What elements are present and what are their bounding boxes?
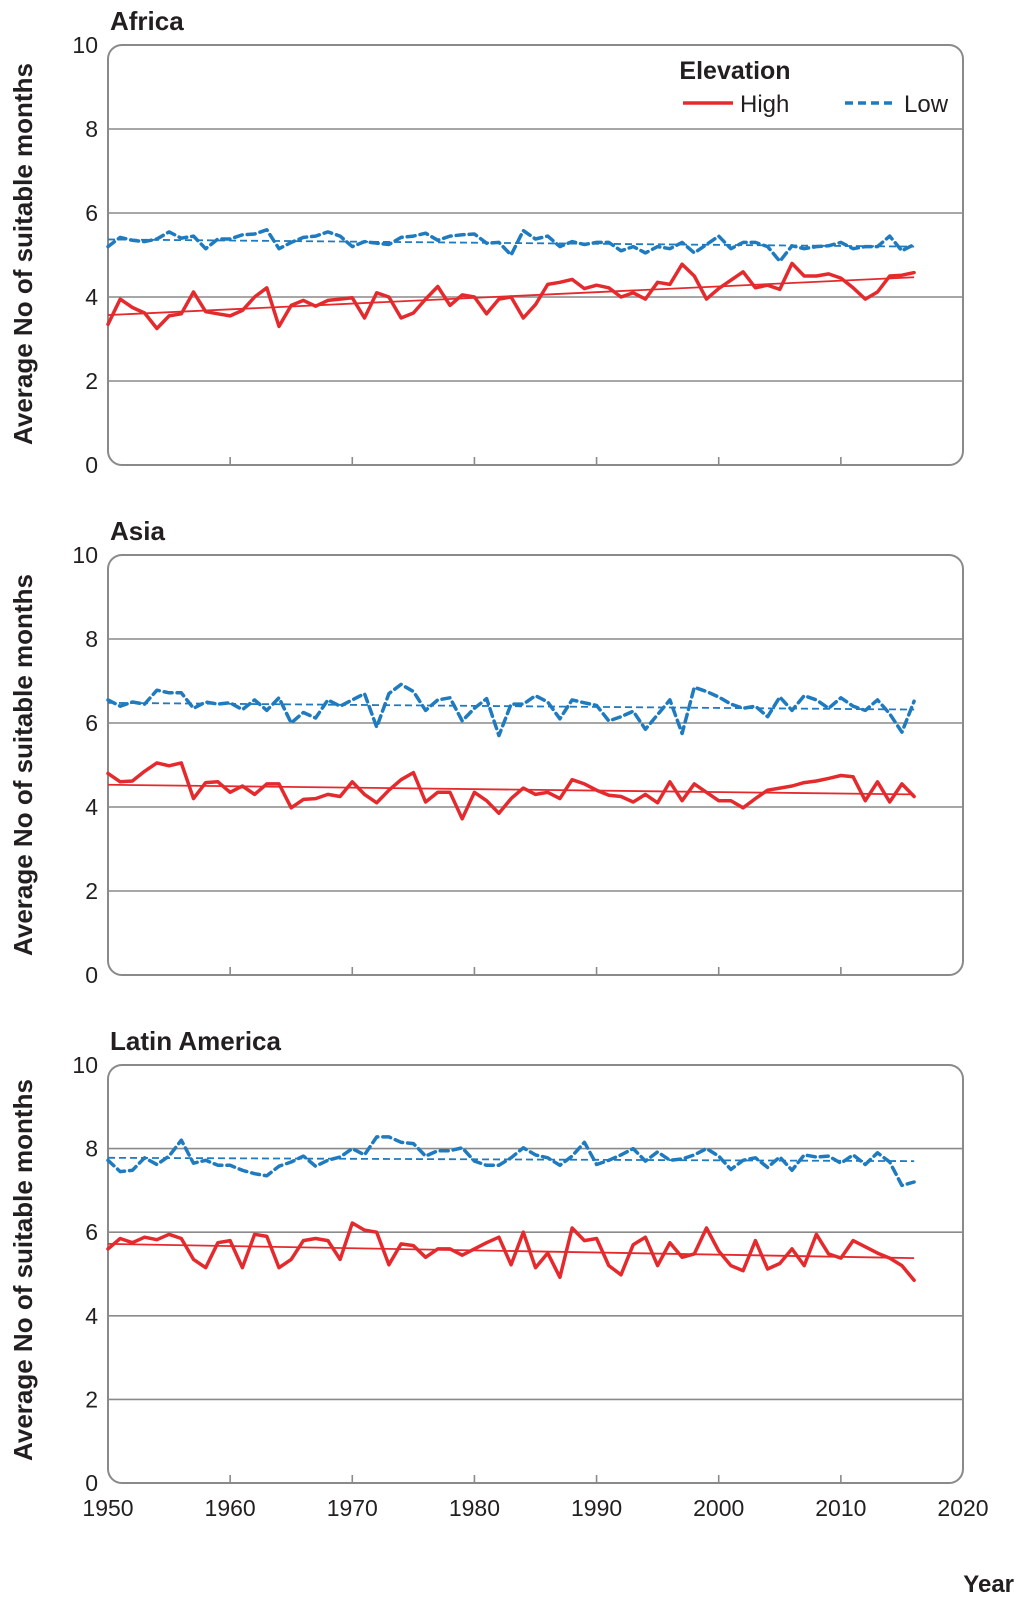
legend-label-high: High <box>740 91 789 118</box>
y-axis-label: Average No of suitable months <box>8 1079 38 1461</box>
trend-line-low <box>107 238 915 248</box>
panel-title: Latin America <box>110 1026 282 1056</box>
y-tick-label: 0 <box>85 452 98 478</box>
y-tick-label: 10 <box>72 32 98 58</box>
panel-title: Africa <box>110 6 184 36</box>
x-tick-label: 1950 <box>82 1495 133 1521</box>
x-tick-label: 1960 <box>205 1495 256 1521</box>
series-line-low <box>106 228 916 264</box>
trend-line-high <box>107 1243 915 1260</box>
panel-latin-america: Latin America 0 2 4 6 8 10 Average No of suit… <box>8 1026 1014 1598</box>
series-line-low <box>106 682 916 738</box>
y-tick-label: 4 <box>85 1303 98 1329</box>
y-tick-label: 2 <box>85 368 98 394</box>
series-line-high <box>106 1221 916 1283</box>
x-tick-label: 2010 <box>815 1495 866 1521</box>
y-tick-label: 0 <box>85 1470 98 1496</box>
y-tick-label: 10 <box>72 1052 98 1078</box>
y-tick-label: 8 <box>85 116 98 142</box>
x-tick-label: 2020 <box>937 1495 988 1521</box>
y-tick-label: 6 <box>85 710 98 736</box>
series-line-low <box>106 1135 916 1188</box>
x-tick-label: 2000 <box>693 1495 744 1521</box>
panel-africa: Africa 0 2 4 6 8 10 Average No of suitable mo… <box>8 6 964 478</box>
plot-frame <box>107 1064 964 1484</box>
x-axis-label: Year <box>963 1571 1014 1598</box>
y-tick-label: 4 <box>85 794 98 820</box>
panel-asia: Asia 0 2 4 6 8 10 Average No of suitable mont… <box>8 516 964 988</box>
legend-label-low: Low <box>904 91 949 118</box>
series-line-high <box>106 261 916 331</box>
x-tick-label: 1990 <box>571 1495 622 1521</box>
panel-title: Asia <box>110 516 165 546</box>
y-tick-label: 0 <box>85 962 98 988</box>
series-line-high <box>106 761 916 821</box>
y-tick-label: 8 <box>85 1136 98 1162</box>
plot-frame <box>107 44 964 466</box>
y-tick-label: 10 <box>72 542 98 568</box>
trend-line-low <box>107 1156 915 1163</box>
x-tick-label: 1970 <box>327 1495 378 1521</box>
trend-line-low <box>107 701 915 711</box>
x-tick-label: 1980 <box>449 1495 500 1521</box>
y-axis-label: Average No of suitable months <box>8 574 38 956</box>
y-tick-label: 4 <box>85 284 98 310</box>
y-tick-label: 6 <box>85 200 98 226</box>
legend: Elevation High Low <box>679 57 948 118</box>
plot-frame <box>107 554 964 976</box>
y-tick-label: 8 <box>85 626 98 652</box>
y-tick-label: 6 <box>85 1219 98 1245</box>
y-axis-label: Average No of suitable months <box>8 63 38 445</box>
y-tick-label: 2 <box>85 1386 98 1412</box>
legend-title: Elevation <box>679 57 790 85</box>
y-tick-label: 2 <box>85 878 98 904</box>
